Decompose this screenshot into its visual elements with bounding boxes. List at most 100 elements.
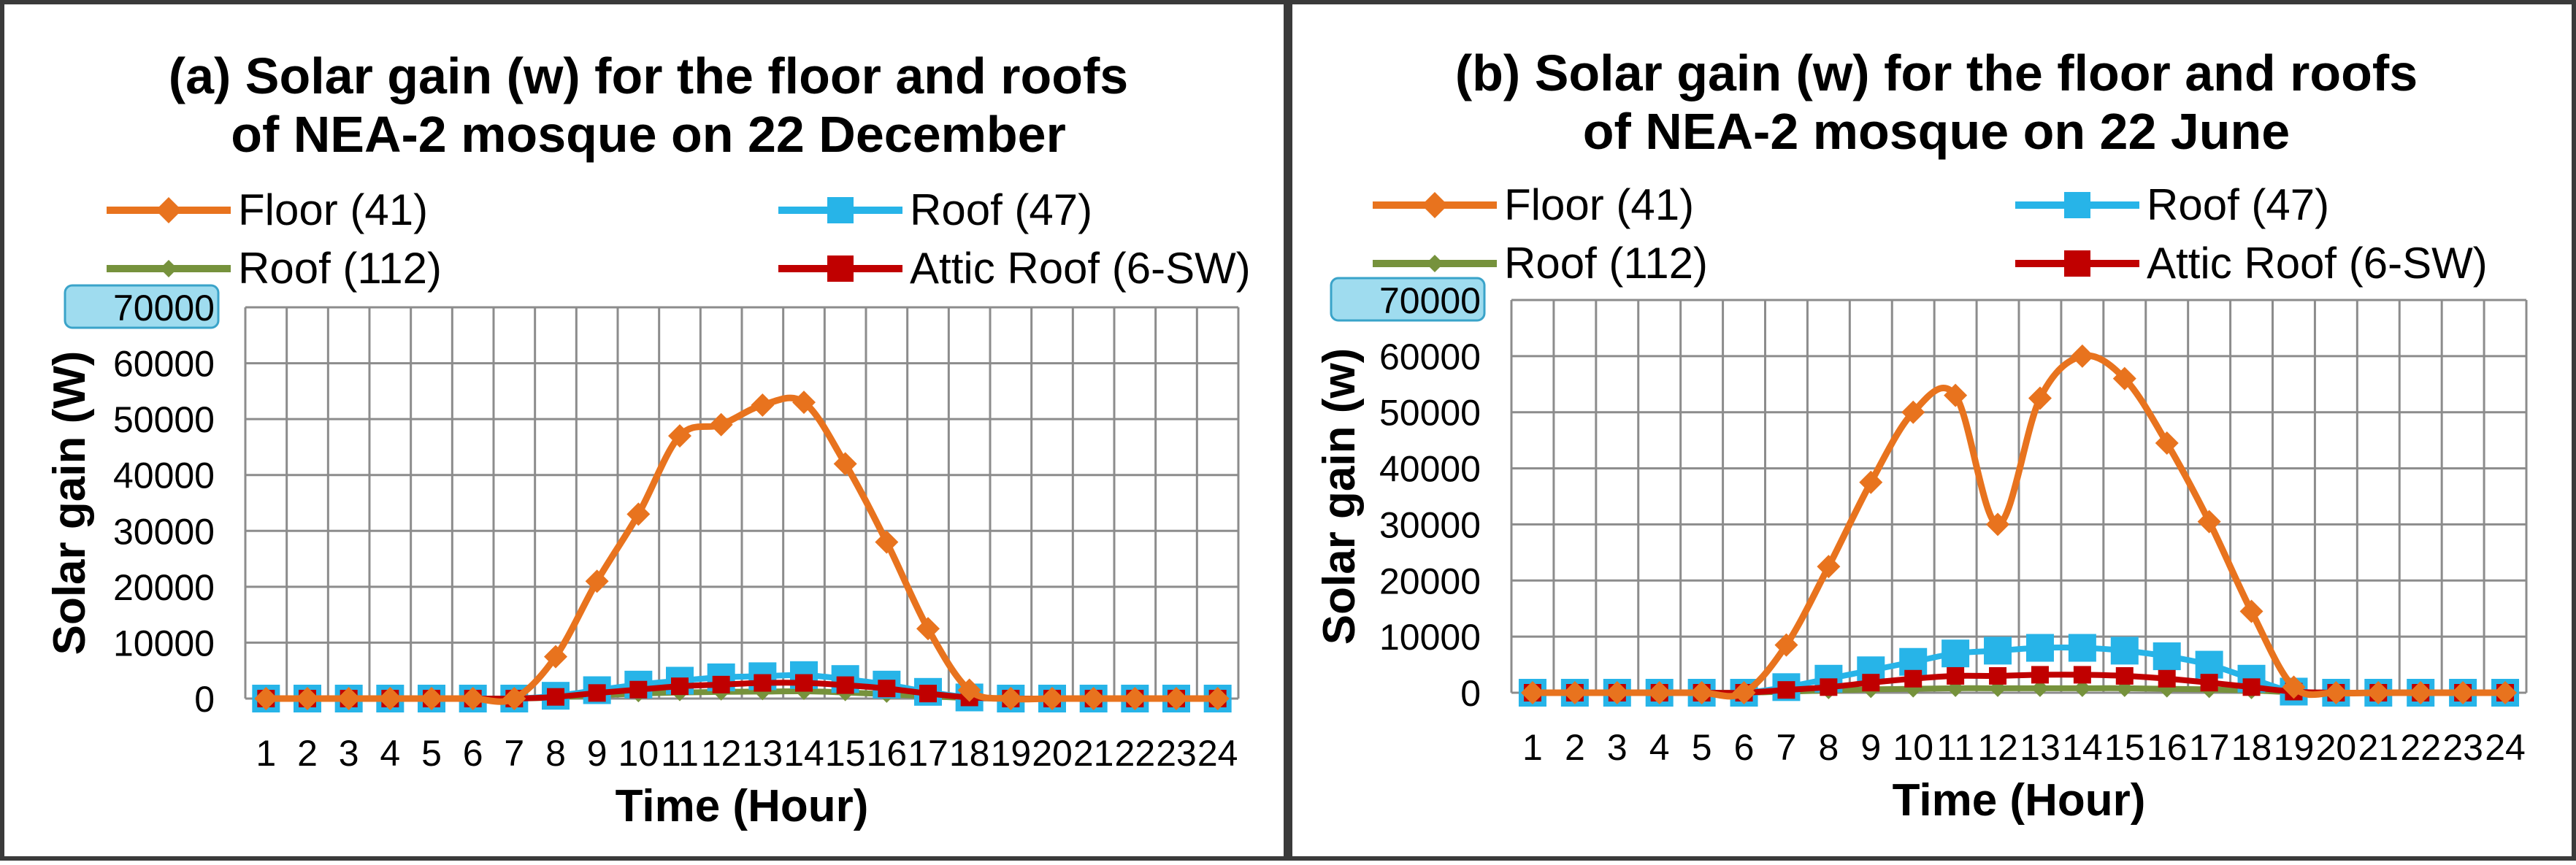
chart-a-xlabel: Time (Hour) [616,781,869,831]
chart-b-series-floor-41-point [1901,400,1925,424]
chart-a-series-floor-41-point [1040,687,1064,710]
legend-b-attic-roof-6-sw-label: Attic Roof (6-SW) [2147,239,2488,288]
chart-b-series-attic-roof-6-sw-point [1989,666,2007,685]
chart-b-xtick-label: 13 [2020,727,2061,768]
legend-a-floor-41-label: Floor (41) [238,185,428,234]
chart-b-xtick-label: 14 [2062,727,2103,768]
chart-a-series-attic-roof-6-sw-point [878,680,896,698]
chart-b-xtick-label: 10 [1893,727,1933,768]
chart-panel-b: (b) Solar gain (w) for the floor and roo… [1288,0,2576,861]
chart-b-xtick-label: 12 [1977,727,2018,768]
chart-a-series-floor-41-point [1081,687,1105,710]
chart-panel-a: (a) Solar gain (w) for the floor and roo… [0,0,1288,861]
chart-a-ylabel: Solar gain (W) [45,351,95,656]
chart-a-xtick-label: 5 [421,733,442,774]
legend-b-attic-roof-6-sw-marker [2064,250,2090,277]
chart-a-series-floor-41-point [668,424,691,448]
chart-a-series-floor-41-point [378,687,402,710]
chart-a-xtick-label: 19 [991,733,1032,774]
chart-b-series-floor-41-line [1532,352,2506,700]
legend-b-roof-112-label: Roof (112) [1504,239,1708,288]
chart-b-series-floor-41-point [2324,681,2348,704]
chart-a-ytick-label: 40000 [113,455,215,496]
chart-a-ytick-label: 60000 [113,344,215,385]
legend-b-roof-112-marker [1426,255,1444,272]
chart-a-series-floor-41-point [709,412,733,437]
chart-b-series-floor-41-point [1563,681,1587,704]
chart-b-xlabel: Time (Hour) [1893,775,2146,826]
legend-a-roof-112-label: Roof (112) [238,244,442,293]
chart-b-ytick-label: 40000 [1379,449,1481,490]
chart-a-xtick-label: 22 [1115,733,1156,774]
chart-b-series-floor-41-point [2409,681,2433,704]
chart-b-series-roof-47-point [2110,637,2139,665]
chart-b-xtick-label: 20 [2316,727,2357,768]
chart-b-xtick-label: 6 [1734,727,1755,768]
chart-b-title-line-2: of NEA-2 mosque on 22 June [1583,103,2290,160]
chart-a-series-attic-roof-6-sw-point [671,677,689,696]
chart-a-series-floor-41-point [254,687,278,710]
chart-a-series-floor-41-point [296,687,319,710]
chart-a-series-floor-41-point [1165,687,1188,710]
chart-b-series-floor-41-point [2197,510,2221,534]
chart-a-ytick-highlight [64,284,220,329]
chart-a-ytick-label: 30000 [113,511,215,552]
chart-b-xtick-label: 4 [1649,727,1670,768]
chart-b-series-attic-roof-6-sw-point [1820,678,1838,696]
chart-a-series-attic-roof-6-sw-point [547,688,564,706]
chart-a-ytick-label: 10000 [113,623,215,664]
chart-a-series-attic-roof-6-sw-point [919,685,937,703]
chart-b-series-floor-41-point [1817,555,1841,579]
chart-a-xtick-label: 17 [908,733,948,774]
chart-b-series-attic-roof-6-sw-point [2115,666,2134,685]
chart-a-series-attic-roof-6-sw-point [754,674,772,692]
chart-b-xtick-label: 15 [2104,727,2145,768]
chart-b-series-attic-roof-6-sw-point [1777,681,1795,699]
chart-a-xtick-label: 21 [1073,733,1114,774]
chart-b-ytick-label: 20000 [1379,561,1481,601]
chart-a-xtick-label: 11 [661,733,699,774]
chart-a-xtick-label: 12 [701,733,742,774]
chart-b-series-floor-41-point [1986,512,2010,537]
chart-a-series-floor-41-point [626,502,651,526]
chart-b-title-line-1: (b) Solar gain (w) for the floor and roo… [1455,45,2418,101]
chart-b-ytick-highlight [1330,277,1486,322]
chart-b-series-attic-roof-6-sw-point [1862,674,1880,692]
chart-a-xtick-label: 8 [545,733,566,774]
chart-b-xtick-label: 8 [1818,727,1839,768]
chart-b-series-floor-41-point [2282,675,2306,699]
chart-a-xtick-label: 2 [297,733,318,774]
chart-b-series-floor-41-point [1690,681,1714,704]
legend-b-roof-47-label: Roof (47) [2147,180,2329,229]
chart-b-series-attic-roof-6-sw-point [2158,669,2176,688]
chart-a-ytick-label: 70000 [113,288,215,328]
chart-b-series-floor-41-point [2112,366,2136,391]
chart-b-series-floor-41-point [2239,599,2263,623]
chart-a-xtick-label: 15 [825,733,866,774]
chart-a-series-floor-41-point [916,617,940,641]
chart-b-xtick-label: 1 [1522,727,1543,768]
chart-a-series-floor-41-point [999,687,1023,710]
legend-a-attic-roof-6-sw-marker [827,255,854,282]
chart-b-xtick-label: 21 [2358,727,2399,768]
chart-b-series-attic-roof-6-sw-point [2031,666,2049,684]
chart-b-series-floor-41-point [1520,681,1544,704]
chart-a-ytick-label: 20000 [113,567,215,608]
chart-b-series-floor-41-point [1859,470,1883,494]
chart-a-series-floor-41-point [337,687,361,710]
chart-b-svg: (b) Solar gain (w) for the floor and roo… [1314,45,2528,826]
chart-b-xtick-label: 7 [1776,727,1797,768]
chart-b-ytick-label: 0 [1460,673,1481,714]
chart-a-xtick-label: 18 [949,733,990,774]
legend-b-floor-41-label: Floor (41) [1504,180,1694,229]
chart-b-xtick-label: 17 [2189,727,2230,768]
chart-b-series-roof-47-point [2153,642,2181,671]
chart-b-series-attic-roof-6-sw-point [2242,678,2261,696]
chart-b-series-floor-41-point [1732,681,1756,704]
chart-a-series-floor-41-point [502,687,526,710]
chart-a-series-floor-41-point [957,678,981,702]
chart-a-xtick-label: 24 [1197,733,1238,774]
chart-a-series-floor-41-point [585,569,609,593]
chart-a-series-floor-41-point [1123,687,1147,710]
chart-a-title-line-2: of NEA-2 mosque on 22 December [231,106,1066,163]
